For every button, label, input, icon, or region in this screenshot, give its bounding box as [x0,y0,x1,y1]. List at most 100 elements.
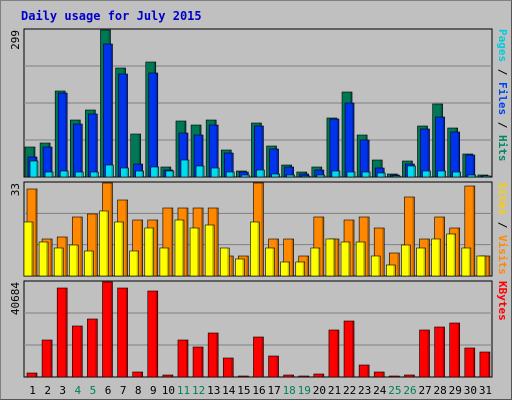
bar-shade [156,167,159,177]
bar-shade [35,189,37,276]
bar-shade [291,167,294,177]
bar [452,171,462,178]
bar-shade [185,208,188,276]
x-tick-label: 27 [418,384,431,397]
bar-shade [181,220,184,276]
bar-shade [457,323,460,377]
bar-shade [125,200,128,276]
bar-shade [488,176,491,177]
bar [162,374,174,378]
x-tick-label: 7 [120,384,127,397]
bar-shade [201,347,204,377]
x-tick-label: 9 [150,384,157,397]
legend-entry: KBytes [496,281,509,321]
bar [59,170,69,178]
bar-shade [287,262,290,276]
bar [120,167,129,178]
bar-shade [473,175,476,177]
bar-shade [50,239,53,276]
bar [437,170,446,178]
panel-top: 299 Pages / Files / Hits [9,28,509,178]
bar-shade [217,168,220,177]
bar [431,238,441,277]
legend-entry: / [496,62,509,82]
bar [280,261,290,277]
bar-shade [262,170,265,177]
bar [56,287,68,378]
bar-shade [423,248,426,276]
x-tick-label: 31 [479,384,492,397]
bar [373,371,385,378]
bar [467,174,477,178]
bar [346,171,356,178]
x-tick-label: 8 [135,384,142,397]
bar-shade [65,93,68,177]
bar-shade [216,208,219,276]
bar [99,210,109,277]
bar-shade [31,222,33,276]
bar-shade [367,217,370,276]
bar-shade [367,140,370,177]
x-tick-label: 17 [267,384,280,397]
panel-middle: 33 Sites / Visits [9,181,509,277]
x-tick-label: 4 [75,384,82,397]
bar-shade [322,175,325,177]
bar-shade [307,176,310,177]
bar [325,238,336,277]
y-axis-max-label: 40684 [9,282,22,315]
bar-shade [110,44,113,177]
bar [71,325,83,378]
bar [298,375,310,378]
bar [26,372,38,378]
bar-shade [216,333,219,377]
bar-shade [363,242,366,276]
bar [434,326,445,378]
bar-shade [261,337,264,377]
bar-shade [246,172,249,177]
x-tick-label: 6 [105,384,112,397]
bar-shade [291,239,294,276]
bar-shade [141,171,144,177]
bar [482,175,492,178]
bar [241,174,250,178]
bar [225,171,235,178]
bar [389,375,400,378]
series-sites [23,210,487,277]
x-tick-label: 12 [192,384,205,397]
bar [340,241,351,277]
bar-shade [321,374,324,377]
bar [207,332,219,378]
bar-shade [272,248,275,276]
x-tick-label: 10 [162,384,175,397]
bar-shade [306,256,309,276]
bar-shade [185,133,188,177]
bar-shade [306,376,309,377]
legend-entry: Hits [496,135,509,162]
bar-shade [35,373,37,377]
bar [53,247,64,277]
bar [114,221,124,277]
series-legend-label: Pages / Files / Hits [496,29,509,162]
x-tick-label: 24 [373,384,387,397]
bar-shade [80,124,83,177]
bar [407,165,416,178]
bar-shade [378,256,381,276]
bar-shade [427,330,430,377]
bar-shade [231,358,234,377]
bar-shade [186,160,189,177]
bar-shade [336,239,339,276]
bar-shade [487,256,490,276]
bar [90,171,99,178]
bar [313,373,325,378]
bar-shade [367,365,370,377]
bar [150,166,160,178]
bar [386,264,396,277]
chart-title: Daily usage for July 2015 [21,9,202,23]
bar-shade [231,256,234,276]
bar [256,169,265,178]
bar [195,165,205,178]
bar-shade [408,245,411,276]
bar-shade [302,262,305,276]
bar [84,250,94,277]
bar-shade [352,220,355,276]
